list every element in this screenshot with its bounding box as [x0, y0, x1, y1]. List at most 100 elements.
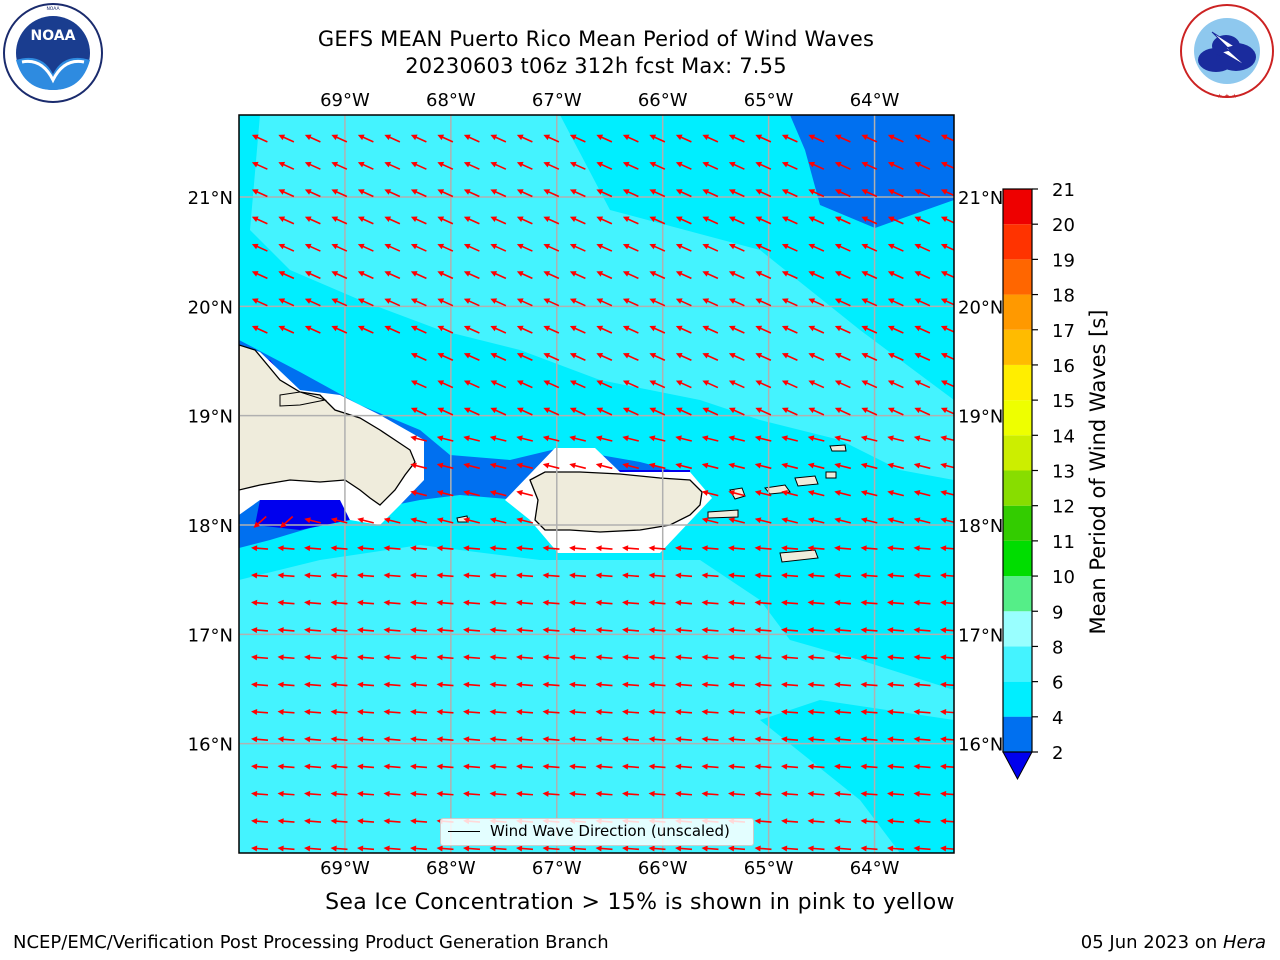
wave-direction-arrow — [569, 763, 587, 770]
wave-direction-arrow — [251, 572, 269, 579]
wave-direction-arrow — [728, 490, 745, 497]
wave-direction-arrow — [489, 708, 507, 715]
colorbar-segment — [1003, 681, 1032, 717]
legend-label: Wind Wave Direction (unscaled) — [490, 822, 730, 840]
lat-tick-label-left: 16°N — [188, 735, 233, 756]
wave-direction-arrow — [490, 134, 507, 143]
wave-direction-arrow — [383, 517, 401, 524]
wave-direction-arrow — [675, 298, 692, 307]
wave-direction-arrow — [675, 599, 693, 606]
wave-direction-arrow — [490, 161, 507, 170]
wave-direction-arrow — [410, 763, 428, 770]
wave-direction-arrow — [834, 845, 852, 852]
wave-direction-arrow — [489, 435, 507, 442]
wave-direction-arrow — [569, 708, 587, 715]
colorbar-segment — [1003, 364, 1032, 401]
wave-direction-arrow — [410, 189, 427, 198]
wave-direction-arrow — [701, 545, 719, 552]
wave-direction-arrow — [781, 298, 798, 307]
wave-direction-arrow — [834, 654, 852, 661]
wave-direction-arrow — [569, 243, 586, 252]
lon-tick-label-bottom: 68°W — [426, 858, 476, 879]
wave-direction-arrow — [940, 271, 954, 279]
wave-direction-arrow — [940, 763, 954, 770]
wave-direction-arrow — [622, 435, 639, 442]
wave-direction-arrow — [489, 763, 507, 770]
lat-labels-left: 16°N 17°N 18°N 19°N 20°N 21°N — [188, 188, 233, 756]
wave-direction-arrow — [304, 189, 321, 198]
wave-direction-arrow — [304, 298, 321, 307]
colorbar-tick-label: 19 — [1052, 250, 1075, 271]
wave-direction-arrow — [940, 325, 954, 333]
wave-direction-arrow — [914, 298, 931, 307]
wave-direction-arrow — [702, 243, 719, 252]
colorbar-label: Mean Period of Wind Waves [s] — [1086, 310, 1110, 635]
wave-direction-arrow — [914, 216, 931, 225]
wave-direction-arrow — [383, 818, 401, 825]
wave-direction-arrow — [887, 490, 904, 497]
wave-direction-arrow — [675, 325, 692, 334]
nws-logo: ★ ★ ★ — [1180, 4, 1274, 100]
wave-direction-arrow — [834, 216, 851, 225]
lon-tick-label-bottom: 66°W — [638, 858, 688, 879]
wave-direction-arrow — [278, 271, 295, 280]
wave-direction-arrow — [543, 353, 560, 362]
wave-direction-arrow — [887, 790, 905, 797]
wave-direction-arrow — [860, 545, 878, 552]
wave-direction-arrow — [516, 763, 534, 770]
wave-direction-arrow — [543, 216, 560, 225]
wave-direction-arrow — [331, 243, 348, 252]
wave-direction-arrow — [516, 243, 533, 252]
wave-direction-arrow — [834, 189, 851, 198]
footer-host: Hera — [1222, 932, 1266, 953]
wave-direction-arrow — [940, 380, 954, 388]
wave-direction-arrow — [543, 271, 560, 280]
wave-direction-arrow — [860, 517, 878, 524]
wave-direction-arrow — [861, 407, 878, 416]
wave-direction-arrow — [383, 599, 401, 606]
wave-direction-arrow — [542, 736, 560, 743]
wave-direction-arrow — [728, 189, 745, 198]
wave-direction-arrow — [622, 271, 639, 280]
wave-direction-arrow — [701, 627, 719, 634]
wave-direction-arrow — [437, 325, 454, 334]
wave-direction-arrow — [754, 462, 772, 470]
wave-direction-arrow — [914, 189, 931, 198]
wave-direction-arrow — [489, 517, 507, 524]
wave-direction-arrow — [860, 462, 878, 470]
wave-direction-arrow — [728, 243, 745, 252]
wave-direction-arrow — [728, 216, 745, 225]
wave-direction-arrow — [251, 134, 268, 143]
wave-direction-arrow — [251, 736, 269, 743]
wave-direction-arrow — [304, 161, 321, 170]
wave-direction-arrow — [675, 545, 693, 552]
wave-direction-arrow — [913, 763, 931, 770]
wave-direction-arrow — [463, 216, 480, 225]
wave-direction-arrow — [887, 161, 904, 170]
wave-direction-arrow — [781, 708, 799, 715]
wave-direction-arrow — [701, 572, 719, 579]
wave-direction-arrow — [304, 681, 322, 688]
wave-direction-arrow — [410, 627, 428, 634]
wave-direction-arrow — [887, 216, 904, 225]
wave-direction-arrow — [516, 353, 533, 362]
wave-direction-arrow — [304, 271, 321, 280]
wave-direction-arrow — [622, 790, 640, 797]
lat-tick-label-right: 16°N — [958, 735, 1003, 756]
wave-direction-arrow — [755, 271, 772, 280]
wave-direction-arrow — [383, 627, 401, 634]
colorbar-segment — [1003, 259, 1032, 295]
wave-direction-arrow — [754, 572, 772, 579]
wave-direction-arrow — [913, 572, 931, 579]
wave-direction-arrow — [569, 572, 587, 579]
wave-direction-arrow — [596, 189, 613, 198]
wave-direction-arrow — [463, 353, 480, 362]
wave-direction-arrow — [861, 271, 878, 280]
wave-direction-arrow — [808, 189, 825, 198]
wave-direction-arrow — [437, 298, 454, 307]
virgin-islands — [707, 444, 847, 563]
wave-direction-arrow — [251, 763, 269, 770]
wave-direction-arrow — [516, 161, 533, 170]
wave-direction-arrow — [754, 517, 772, 524]
wave-direction-arrow — [251, 790, 269, 797]
